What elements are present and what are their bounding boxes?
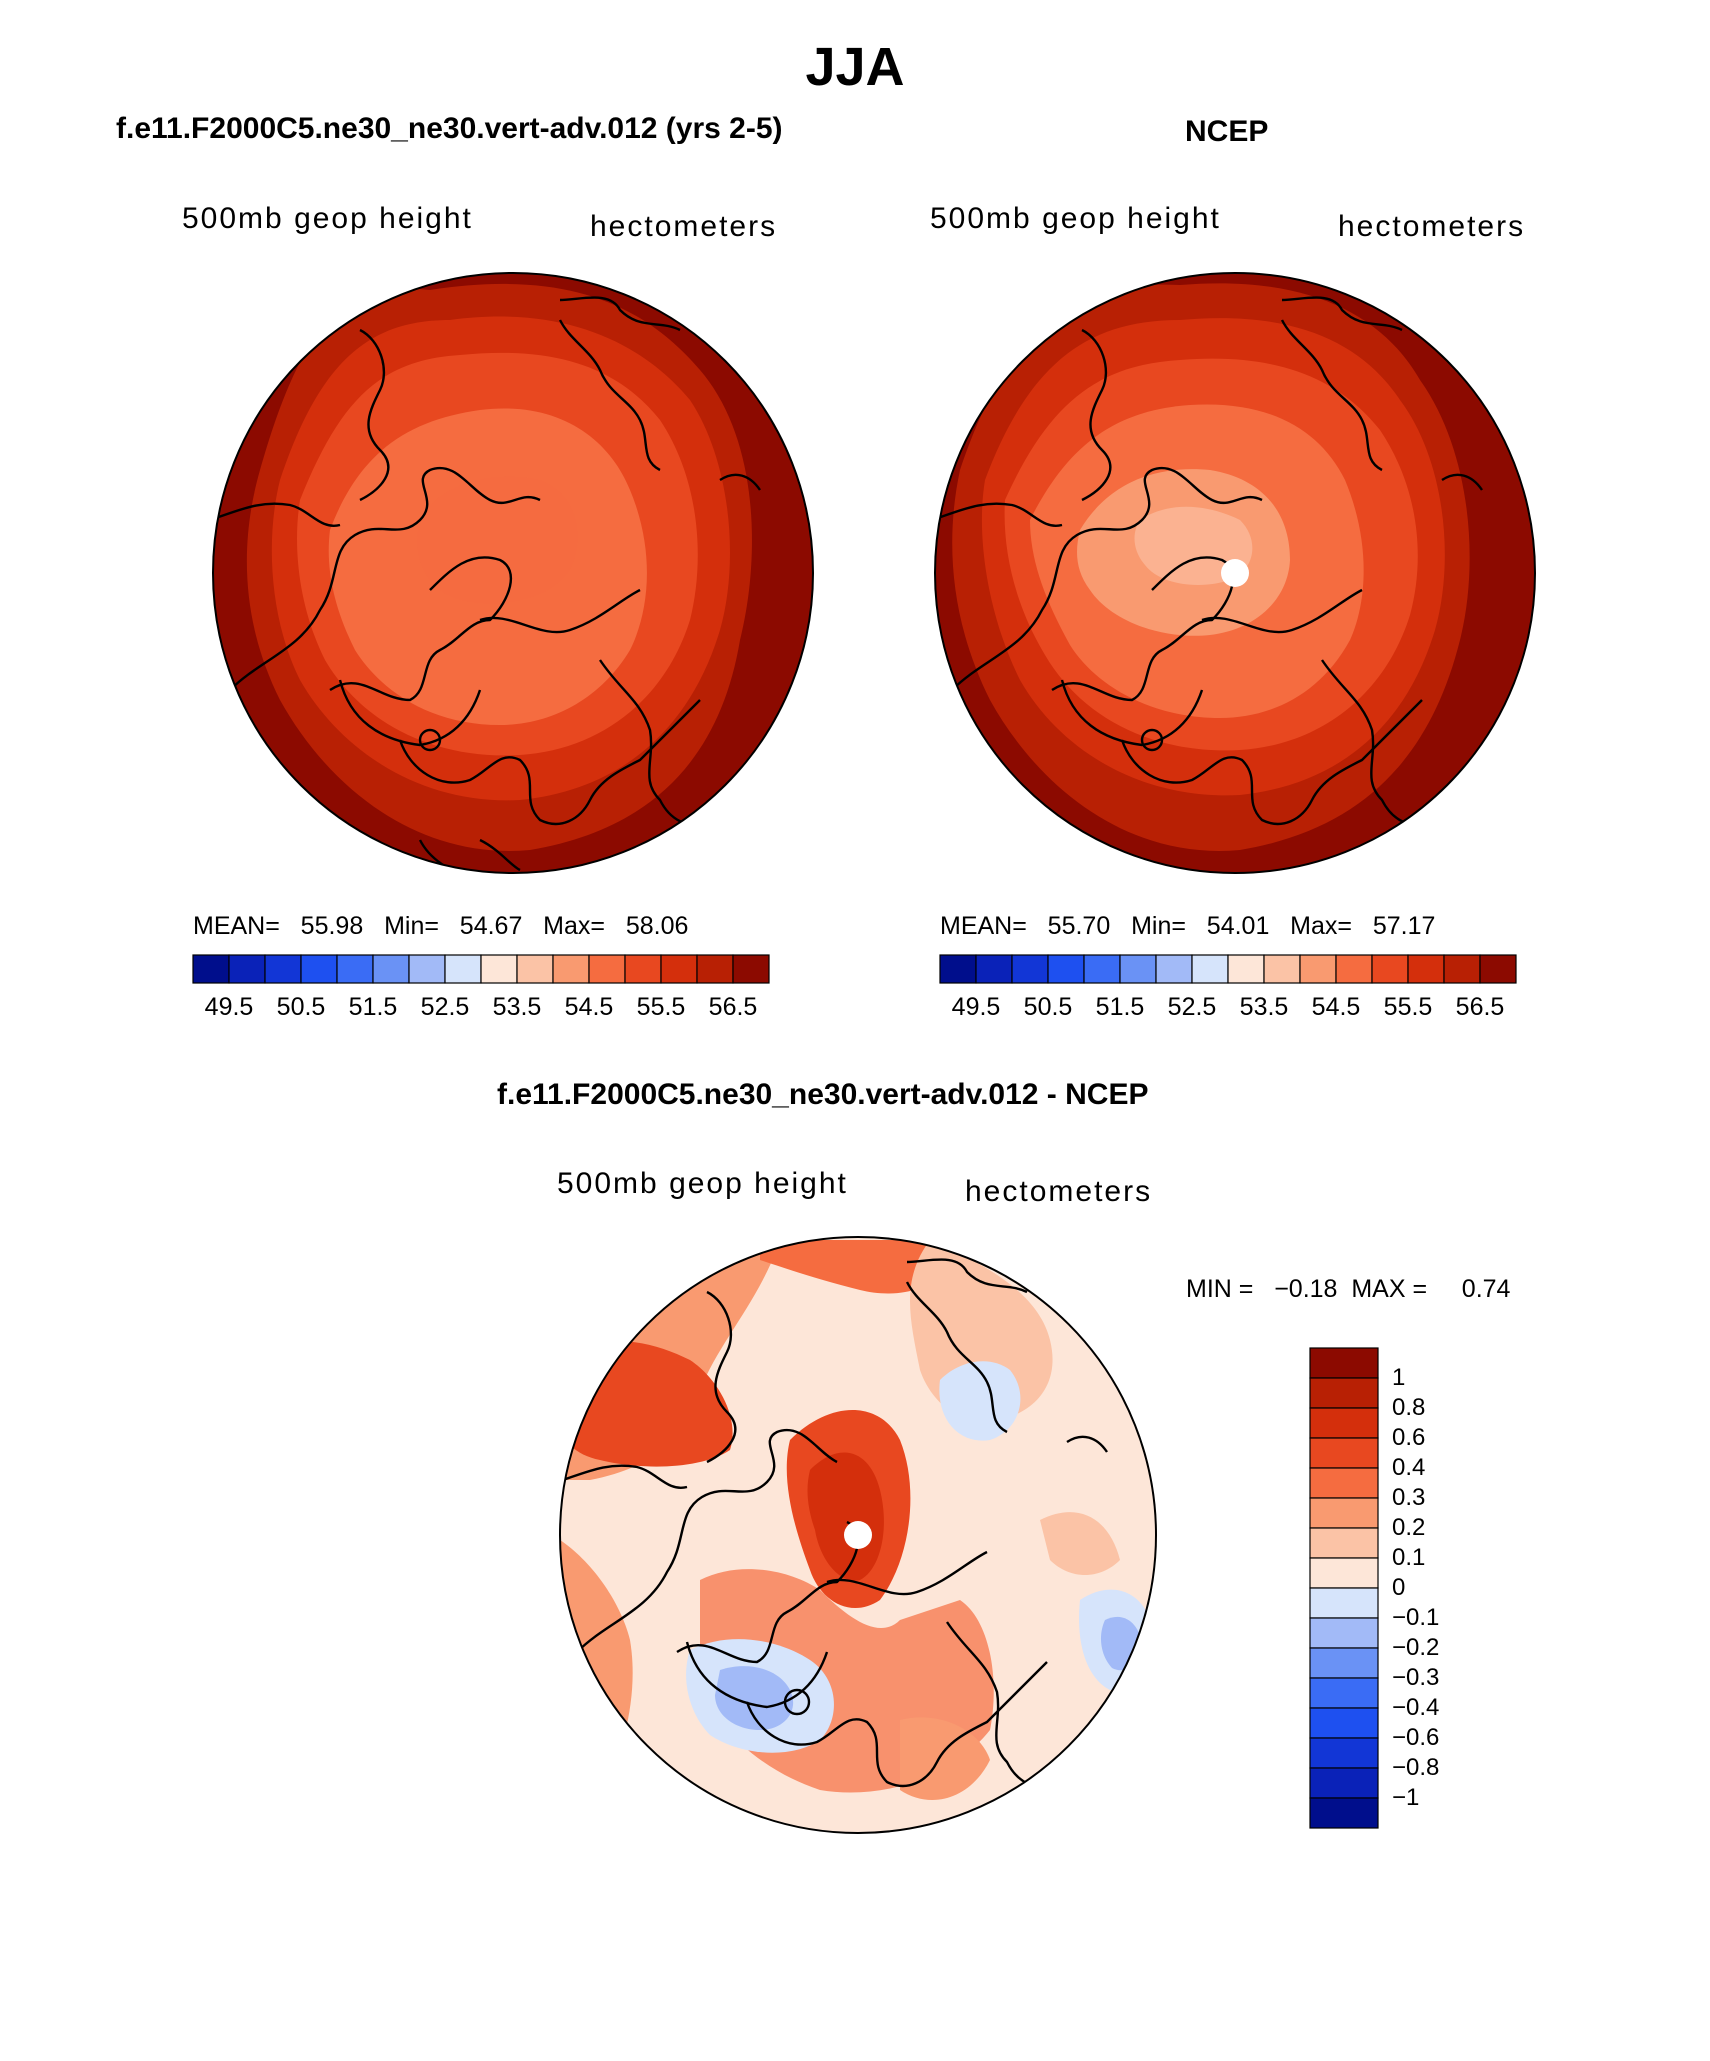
diff-colorbar-tick-label: −0.8 [1392,1754,1440,1781]
figure-title: JJA [805,37,905,97]
obs-colorbar-tick-label: 51.5 [1095,993,1145,1021]
diff-colorbar-tick-label: 0.6 [1392,1424,1426,1451]
model-colorbar-swatch [372,954,410,984]
diff-colorbar-swatch [1309,1647,1379,1679]
obs-colorbar-swatch [1299,954,1337,984]
diff-coastlines [560,1258,1108,1788]
diff-colorbar-tick-label: 0.1 [1392,1544,1426,1571]
obs-colorbar-swatch [1083,954,1121,984]
model-stats: MEAN= 55.98 Min= 54.67 Max= 58.06 [193,912,689,940]
diff-colorbar-swatch [1309,1467,1379,1499]
obs-units-label: hectometers [1338,210,1526,243]
diff-units-label: hectometers [965,1175,1153,1208]
diff-colorbar-tick-label: −0.3 [1392,1664,1440,1691]
model-colorbar-tick-label: 53.5 [492,993,542,1021]
model-colorbar-swatch [660,954,698,984]
diff-colorbar-swatch [1309,1377,1379,1409]
diff-colorbar-swatch [1309,1767,1379,1799]
diff-colorbar-swatch [1309,1587,1379,1619]
diff-colorbar-swatch [1309,1617,1379,1649]
obs-colorbar-tick-label: 49.5 [951,993,1001,1021]
diff-colorbar-tick-label: −0.2 [1392,1634,1440,1661]
obs-colorbar-swatch [1011,954,1049,984]
obs-colorbar-tick-label: 50.5 [1023,993,1073,1021]
model-field-label: 500mb geop height [182,202,473,235]
diff-colorbar-tick-label: 0 [1392,1574,1406,1601]
diff-colorbar-tick-label: −0.1 [1392,1604,1440,1631]
diff-panel-title: f.e11.F2000C5.ne30_ne30.vert-adv.012 - N… [497,1078,1149,1111]
diff-colorbar-tick-label: −1 [1392,1784,1420,1811]
obs-colorbar-tick-label: 56.5 [1455,993,1505,1021]
diff-colorbar-swatch [1309,1737,1379,1769]
diff-colorbar-tick-label: −0.4 [1392,1694,1440,1721]
model-colorbar-swatch [696,954,734,984]
diff-colorbar-tick-label: 1 [1392,1364,1406,1391]
diff-colorbar-tick-label: 0.3 [1392,1484,1426,1511]
obs-colorbar-swatch [1479,954,1517,984]
obs-colorbar-swatch [1191,954,1229,984]
model-colorbar-swatch [588,954,626,984]
obs-colorbar-swatch [1119,954,1157,984]
model-colorbar-tick-label: 54.5 [564,993,614,1021]
model-colorbar-tick-label: 52.5 [420,993,470,1021]
model-panel-title: f.e11.F2000C5.ne30_ne30.vert-adv.012 (yr… [116,112,783,145]
obs-colorbar-swatch [1371,954,1409,984]
diff-colorbar-tick-label: 0.4 [1392,1454,1426,1481]
model-colorbar-swatch [408,954,446,984]
model-colorbar-tick-label: 49.5 [204,993,254,1021]
diff-colorbar-swatch [1309,1677,1379,1709]
model-contours [213,273,813,873]
obs-colorbar-tick-label: 53.5 [1239,993,1289,1021]
diff-colorbar-tick-label: −0.6 [1392,1724,1440,1751]
obs-colorbar-tick-label: 55.5 [1383,993,1433,1021]
model-colorbar-tick-label: 55.5 [636,993,686,1021]
diff-colorbar-swatch [1309,1527,1379,1559]
pole-marker [844,1521,872,1549]
obs-colorbar-swatch [1227,954,1265,984]
obs-panel-title: NCEP [1185,115,1269,148]
obs-colorbar-swatch [939,954,977,984]
pole-marker [1221,559,1249,587]
diff-stats: MIN = −0.18 MAX = 0.74 [1186,1275,1511,1303]
obs-colorbar-tick-label: 52.5 [1167,993,1217,1021]
diff-colorbar-swatch [1309,1797,1379,1829]
diff-colorbar-swatch [1309,1407,1379,1439]
model-colorbar-tick-label: 56.5 [708,993,758,1021]
diff-colorbar-swatch [1309,1707,1379,1739]
obs-contours [935,273,1535,873]
obs-stats: MEAN= 55.70 Min= 54.01 Max= 57.17 [940,912,1436,940]
diff-colorbar-tick-label: 0.2 [1392,1514,1426,1541]
diff-colorbar-swatch [1309,1347,1379,1379]
obs-colorbar-swatch [1263,954,1301,984]
model-coastlines [213,296,761,873]
diff-field-label: 500mb geop height [557,1167,848,1200]
model-colorbar-swatch [552,954,590,984]
model-colorbar-swatch [444,954,482,984]
obs-colorbar-swatch [1335,954,1373,984]
obs-field-label: 500mb geop height [930,202,1221,235]
diff-colorbar-swatch [1309,1437,1379,1469]
obs-colorbar-tick-label: 54.5 [1311,993,1361,1021]
diff-colorbar-tick-label: 0.8 [1392,1394,1426,1421]
obs-colorbar-swatch [1407,954,1445,984]
model-colorbar-tick-label: 50.5 [276,993,326,1021]
diff-colorbar-swatch [1309,1557,1379,1589]
model-colorbar-swatch [516,954,554,984]
obs-coastlines [935,296,1483,826]
model-units-label: hectometers [590,210,778,243]
diff-colorbar-swatch [1309,1497,1379,1529]
model-colorbar-tick-label: 51.5 [348,993,398,1021]
model-colorbar-swatch [732,954,770,984]
